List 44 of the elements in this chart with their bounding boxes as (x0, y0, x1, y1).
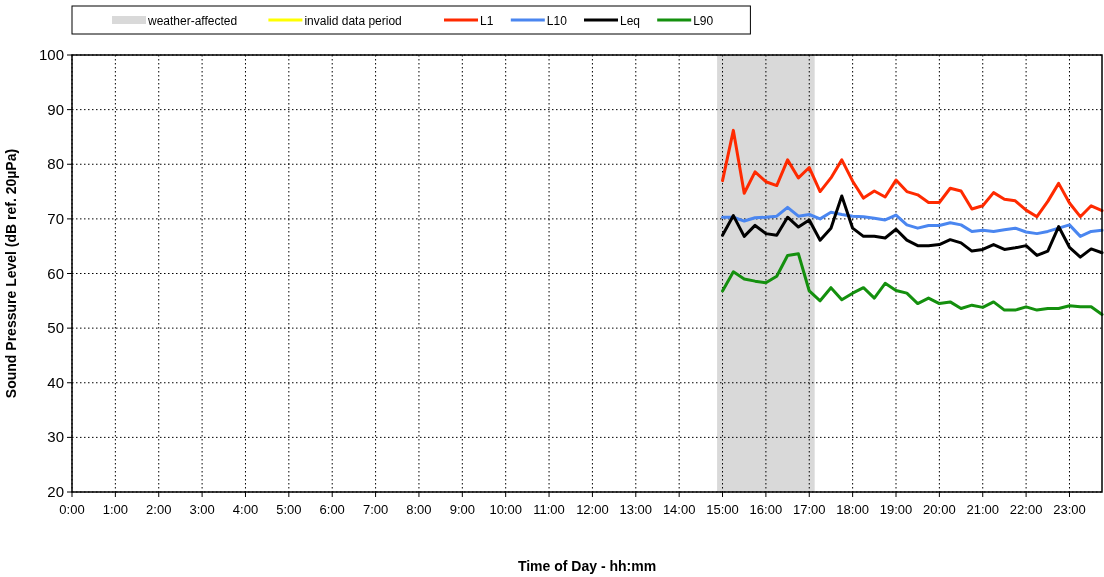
y-tick-label: 70 (47, 209, 64, 227)
x-tick-label: 14:00 (662, 502, 696, 517)
x-tick-label: 23:00 (1053, 502, 1086, 517)
x-tick-label: 13:00 (619, 502, 653, 517)
y-tick-label: 100 (38, 46, 64, 63)
x-axis-title: Time of Day - hh:mm (517, 558, 657, 574)
y-tick-label: 60 (47, 264, 64, 282)
x-tick-label: 1:00 (102, 502, 129, 517)
legend-label: L10 (546, 14, 568, 28)
y-tick-label: 50 (47, 319, 64, 337)
x-tick-label: 19:00 (879, 502, 913, 517)
x-tick-label: 6:00 (319, 502, 345, 517)
x-tick-label: 15:00 (706, 502, 739, 517)
x-tick-label: 5:00 (276, 502, 302, 517)
legend-label: L1 (480, 14, 494, 28)
y-tick-label: 30 (47, 428, 64, 446)
legend-label: L90 (693, 14, 714, 28)
x-tick-label: 0:00 (59, 502, 85, 517)
x-tick-label: 9:00 (449, 502, 475, 517)
x-tick-label: 22:00 (1009, 502, 1043, 517)
x-tick-label: 16:00 (749, 502, 783, 517)
line-series (721, 252, 1104, 316)
y-tick-label: 90 (47, 100, 64, 118)
x-tick-label: 12:00 (576, 502, 609, 517)
y-tick-label: 40 (47, 373, 64, 391)
x-tick-label: 21:00 (966, 502, 1000, 517)
legend-label: invalid data period (304, 14, 402, 28)
x-tick-label: 11:00 (533, 502, 565, 517)
x-tick-label: 20:00 (923, 502, 956, 517)
legend-label: weather-affected (147, 14, 238, 28)
x-tick-label: 3:00 (189, 502, 215, 517)
line-series (721, 128, 1104, 219)
x-tick-label: 17:00 (792, 502, 826, 517)
line-series (721, 205, 1104, 238)
x-tick-label: 8:00 (406, 502, 432, 517)
legend-label: Leq (620, 14, 641, 28)
y-tick-label: 80 (47, 155, 64, 173)
x-tick-label: 2:00 (146, 502, 172, 517)
y-axis-title: Sound Pressure Level (dB ref. 20µPa) (3, 148, 19, 399)
x-tick-label: 7:00 (362, 502, 389, 517)
x-tick-label: 10:00 (489, 502, 522, 517)
x-tick-label: 18:00 (836, 502, 869, 517)
x-tick-label: 4:00 (232, 502, 259, 517)
y-tick-label: 20 (47, 483, 64, 500)
